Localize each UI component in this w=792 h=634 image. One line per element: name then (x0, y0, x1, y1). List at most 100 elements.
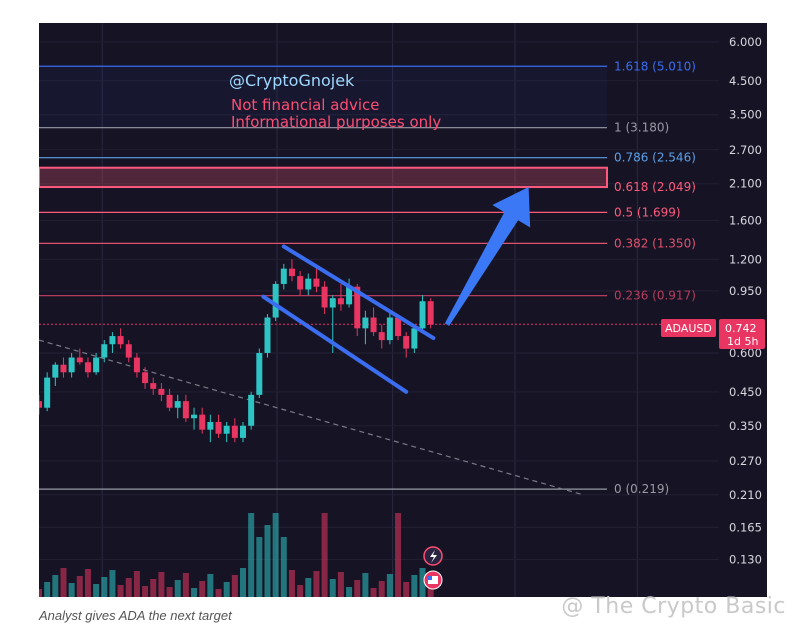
last-price: 0.742 (725, 322, 757, 335)
candle-body (240, 425, 246, 438)
candle-body (215, 421, 222, 434)
symbol-tag: ADAUSD (665, 322, 712, 335)
candle-body (182, 401, 189, 419)
volume-bar (288, 570, 295, 597)
volume-bar (231, 575, 238, 597)
candles (39, 259, 434, 443)
fib-label: 0.382 (1.350) (614, 236, 696, 250)
candle-body (125, 344, 132, 358)
volume-bar (248, 513, 255, 597)
lightning-icon-glyph (430, 550, 437, 563)
y-axis: 6.000 4.500 3.500 2.700 2.100 1.600 1.200 0.950… (729, 35, 762, 567)
volume-bar (346, 587, 353, 597)
y-tick-label: 2.700 (729, 143, 762, 157)
candle-body (297, 276, 304, 290)
volume-bar (305, 578, 312, 597)
candle-body (60, 364, 67, 373)
volume-bar (174, 580, 181, 597)
last-price-tag: ADAUSD 0.742 1d 5h (661, 319, 765, 349)
candle-body (346, 286, 353, 305)
volume-bar (52, 575, 59, 597)
fib-label: 0.618 (2.049) (614, 180, 696, 194)
volume-bar (150, 579, 157, 597)
y-tick-label: 0.350 (729, 419, 762, 433)
volume-bar (240, 568, 246, 597)
candle-body (133, 357, 140, 373)
volume-bar (199, 581, 206, 597)
volume-bar (166, 587, 173, 597)
target-arrow-shape (444, 186, 531, 326)
volume-bar (427, 583, 434, 597)
volume-bar (370, 588, 377, 597)
candle-body (411, 328, 418, 349)
chart-frame: 1.618 (5.010) 1 (3.180) 0.786 (2.546) 0.618… (39, 23, 767, 597)
volume-bar (280, 537, 287, 597)
candle-body (321, 286, 328, 308)
candle-body (288, 268, 295, 277)
candle-body (93, 357, 100, 373)
candle-body (174, 401, 181, 408)
volume-bar (158, 572, 165, 597)
support-trendline (39, 339, 584, 496)
volume-bar (411, 575, 418, 597)
volume-bar (264, 525, 271, 597)
volume-bar (223, 582, 230, 597)
volume-bars (39, 513, 434, 597)
volume-bar (68, 583, 75, 597)
volume-bar (395, 513, 402, 597)
candle-body (248, 394, 255, 426)
volume-bar (354, 580, 361, 597)
candle-body (427, 301, 434, 325)
candle-body (395, 317, 402, 337)
volume-bar (39, 589, 42, 597)
volume-bar (329, 579, 336, 597)
y-tick-label: 1.600 (729, 213, 762, 227)
candle-body (313, 278, 320, 287)
watermark-overlay: @CryptoGnojek Not financial advice Infor… (229, 71, 441, 131)
volume-bar (125, 578, 132, 597)
fib-label: 0.5 (1.699) (614, 205, 681, 219)
volume-bar (101, 577, 108, 597)
volume-bar (362, 573, 369, 597)
candle-body (158, 388, 165, 395)
candle-body (84, 362, 91, 373)
y-tick-label: 4.500 (729, 74, 762, 88)
candle-body (150, 383, 157, 389)
volume-bar (403, 582, 410, 597)
y-tick-label: 6.000 (729, 35, 762, 49)
y-tick-label: 0.450 (729, 385, 762, 399)
candle-body (378, 332, 385, 341)
fib-label: 0.236 (0.917) (614, 289, 696, 303)
volume-bar (272, 513, 279, 597)
candle-body (117, 336, 124, 345)
volume-bar (313, 571, 320, 597)
volume-bar (76, 576, 83, 597)
candle-body (223, 425, 230, 434)
volume-bar (297, 585, 304, 597)
candle-body (44, 377, 51, 408)
volume-bar (207, 574, 214, 597)
candle-body (386, 317, 393, 341)
volume-bar (256, 537, 263, 597)
price-chart[interactable]: 1.618 (5.010) 1 (3.180) 0.786 (2.546) 0.618… (39, 23, 767, 597)
symbol-tag-bg (661, 319, 716, 337)
volume-bar (109, 570, 116, 597)
indicator-icons[interactable] (423, 546, 443, 590)
fib-levels: 1.618 (5.010) 1 (3.180) 0.786 (2.546) 0.618… (39, 59, 696, 496)
watermark-text: @ The Crypto Basic (561, 594, 786, 619)
target-arrow-layer (444, 186, 531, 326)
upper-zone (39, 66, 607, 128)
volume-bar (93, 584, 100, 597)
y-tick-label: 3.500 (729, 108, 762, 122)
candle-body (101, 344, 108, 358)
volume-bar (378, 581, 385, 597)
flag-icon-canton (428, 576, 432, 580)
countdown: 1d 5h (727, 335, 758, 348)
candle-body (166, 394, 173, 408)
overlay-line2: Informational purposes only (231, 113, 441, 131)
y-tick-label: 1.200 (729, 252, 762, 266)
candle-body (191, 414, 198, 419)
y-tick-label: 0.130 (729, 553, 762, 567)
target-zone-layer (39, 66, 608, 189)
volume-bar (182, 573, 189, 597)
